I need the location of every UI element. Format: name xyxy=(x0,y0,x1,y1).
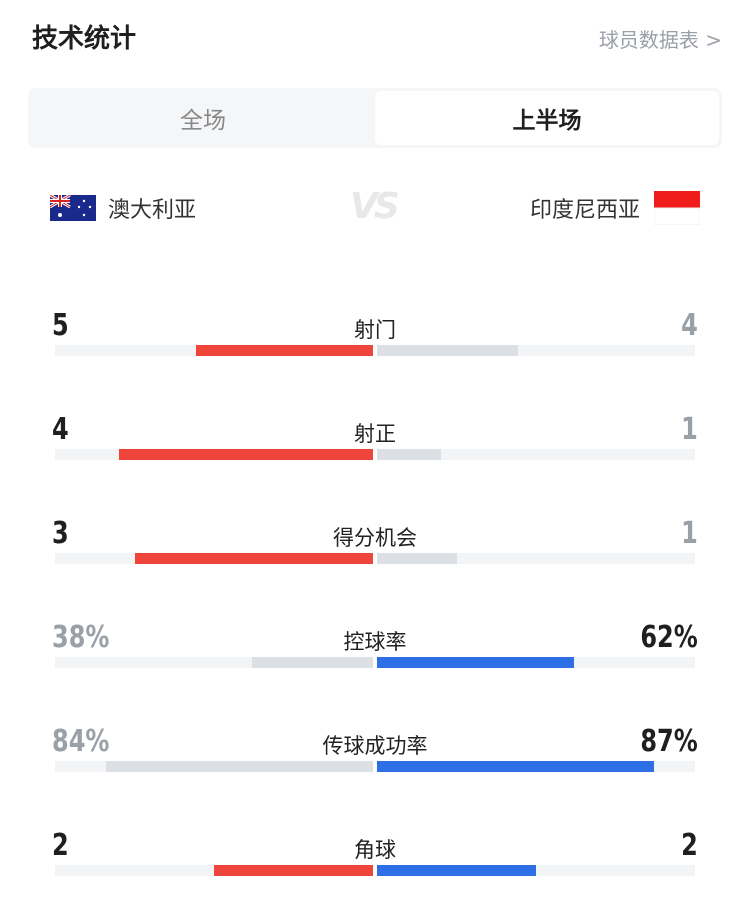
home-bar xyxy=(118,449,373,460)
away-value: 2 xyxy=(681,828,698,863)
tab-full-match[interactable]: 全场 xyxy=(180,108,226,134)
home-team: 澳大利亚 xyxy=(50,190,196,226)
stat-label: 控球率 xyxy=(343,630,407,654)
stat-label: 得分机会 xyxy=(333,526,417,550)
home-bar-track xyxy=(55,449,373,460)
away-bar-track xyxy=(377,865,695,876)
home-team-name: 澳大利亚 xyxy=(108,198,197,223)
tab-first-half[interactable]: 上半场 xyxy=(375,91,719,145)
stat-label: 射正 xyxy=(354,422,396,446)
away-value: 87% xyxy=(640,724,698,759)
home-bar-track xyxy=(55,761,373,772)
home-bar-track xyxy=(55,657,373,668)
vs-label: VS xyxy=(350,186,400,227)
home-value: 84% xyxy=(52,724,110,759)
home-bar xyxy=(252,657,373,668)
stat-row: 3 得分机会 1 xyxy=(0,516,750,596)
home-value: 3 xyxy=(52,516,69,551)
stat-row: 2 角球 2 xyxy=(0,828,750,908)
home-bar xyxy=(105,761,373,772)
away-value: 62% xyxy=(640,620,698,655)
home-bar-track xyxy=(55,345,373,356)
away-bar-track xyxy=(377,449,695,460)
away-bar xyxy=(377,865,536,876)
stat-label: 射门 xyxy=(354,318,396,342)
away-team: 印度尼西亚 xyxy=(530,190,700,226)
away-value: 1 xyxy=(681,516,698,551)
period-tabs: 全场 上半场 xyxy=(28,88,722,148)
away-value: 1 xyxy=(681,412,698,447)
away-bar xyxy=(377,449,441,460)
stat-label: 角球 xyxy=(354,838,396,862)
home-bar xyxy=(134,553,373,564)
away-bar xyxy=(377,761,654,772)
home-value: 2 xyxy=(52,828,69,863)
page-title: 技术统计 xyxy=(32,24,137,54)
away-bar xyxy=(377,657,575,668)
australia-flag-icon xyxy=(50,195,96,221)
indonesia-flag-icon xyxy=(654,191,700,225)
away-value: 4 xyxy=(681,308,698,343)
away-team-name: 印度尼西亚 xyxy=(529,198,640,223)
away-bar-track xyxy=(377,345,695,356)
home-bar xyxy=(214,865,373,876)
home-value: 5 xyxy=(52,308,69,343)
home-bar-track xyxy=(55,865,373,876)
stat-row: 84% 传球成功率 87% xyxy=(0,724,750,804)
stat-row: 4 射正 1 xyxy=(0,412,750,492)
away-bar-track xyxy=(377,657,695,668)
away-bar-track xyxy=(377,553,695,564)
away-bar-track xyxy=(377,761,695,772)
home-bar xyxy=(196,345,373,356)
home-value: 38% xyxy=(52,620,110,655)
stat-row: 5 射门 4 xyxy=(0,308,750,388)
stat-row: 38% 控球率 62% xyxy=(0,620,750,700)
home-value: 4 xyxy=(52,412,69,447)
player-stats-link[interactable]: 球员数据表 > xyxy=(598,28,722,52)
away-bar xyxy=(377,553,457,564)
stat-label: 传球成功率 xyxy=(322,734,428,758)
home-bar-track xyxy=(55,553,373,564)
away-bar xyxy=(377,345,519,356)
